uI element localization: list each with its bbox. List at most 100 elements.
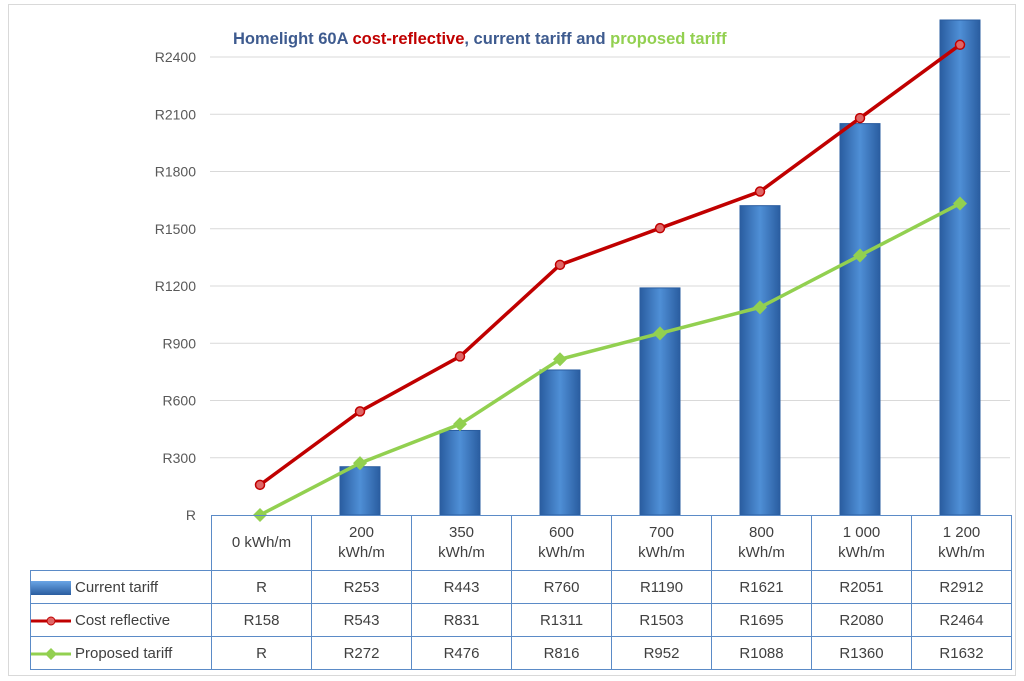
legend-key-icon	[31, 647, 71, 661]
bar-current-tariff	[739, 205, 781, 516]
category-label-line: 200	[348, 524, 375, 541]
category-label-line: 700	[648, 524, 675, 541]
data-label: R	[211, 636, 312, 670]
category-label-line: 800	[748, 524, 775, 541]
table-row: Cost reflective R158 R543 R831 R1311 R1503 R16…	[30, 603, 1012, 637]
data-label: R1088	[711, 636, 812, 670]
title-part: Homelight 60A	[233, 30, 353, 48]
empty-cell	[30, 515, 212, 571]
legend-label: Current tariff	[75, 578, 159, 596]
y-tick-label: R1500	[155, 221, 196, 237]
point-marker	[853, 248, 867, 263]
category-label: 700 kWh/m	[611, 515, 712, 571]
category-label-line: kWh/m	[938, 544, 985, 561]
y-tick-label: R1800	[155, 164, 196, 180]
bar-current-tariff	[639, 287, 681, 516]
bar-current-tariff	[339, 466, 381, 516]
category-label-line: 350	[448, 524, 475, 541]
data-label: R	[211, 570, 312, 604]
y-tick-label: R	[186, 507, 196, 523]
title-part: proposed tariff	[610, 30, 727, 48]
data-label: R543	[311, 603, 412, 637]
point-marker	[753, 300, 767, 315]
category-label-line: kWh/m	[538, 544, 585, 561]
data-label: R816	[511, 636, 612, 670]
y-tick-label: R300	[163, 450, 197, 466]
table-header-row: 0 kWh/m 200 kWh/m 350 kWh/m 600 kWh/m 700 kWh/m 8…	[30, 515, 1012, 571]
data-label: R158	[211, 603, 312, 637]
data-label: R1311	[511, 603, 612, 637]
data-table: 0 kWh/m 200 kWh/m 350 kWh/m 600 kWh/m 700 kWh/m 8…	[30, 515, 1012, 670]
data-label: R1632	[911, 636, 1012, 670]
category-label-line: kWh/m	[738, 544, 785, 561]
category-label: 1 000 kWh/m	[811, 515, 912, 571]
category-label: 350 kWh/m	[411, 515, 512, 571]
legend-label: Cost reflective	[75, 611, 171, 629]
data-label: R2080	[811, 603, 912, 637]
category-label-line: 1 000	[842, 524, 881, 541]
point-marker	[953, 196, 967, 211]
legend-entry: Cost reflective	[30, 603, 212, 637]
data-label: R1190	[611, 570, 712, 604]
category-label: 600 kWh/m	[511, 515, 612, 571]
point-marker	[354, 406, 366, 417]
category-label: 200 kWh/m	[311, 515, 412, 571]
legend-entry: Current tariff	[30, 570, 212, 604]
category-label-line: 0 kWh/m	[231, 534, 292, 551]
point-marker	[854, 112, 866, 124]
category-label-line: kWh/m	[338, 544, 385, 561]
point-marker	[654, 222, 666, 234]
point-marker	[754, 186, 766, 197]
table-row: Proposed tariff R R272 R476 R816 R952 R1088 R13…	[30, 636, 1012, 670]
bar-current-tariff	[439, 429, 481, 516]
data-label: R272	[311, 636, 412, 670]
category-label: 0 kWh/m	[211, 515, 312, 571]
category-label-line: kWh/m	[838, 544, 885, 561]
point-marker	[554, 259, 566, 271]
data-label: R1503	[611, 603, 712, 637]
data-label: R1360	[811, 636, 912, 670]
y-tick-label: R600	[163, 393, 197, 409]
point-marker	[454, 351, 466, 362]
category-label: 1 200 kWh/m	[911, 515, 1012, 571]
bar-current-tariff	[939, 19, 981, 516]
chart-title: Homelight 60A cost-reflective, current t…	[233, 30, 727, 49]
line-proposed-tariff	[259, 202, 961, 517]
data-label: R443	[411, 570, 512, 604]
point-marker	[553, 352, 567, 367]
category-label-line: 600	[548, 524, 575, 541]
data-label: R253	[311, 570, 412, 604]
data-label: R952	[611, 636, 712, 670]
bar-current-tariff	[539, 369, 581, 516]
title-part: cost-reflective	[352, 30, 465, 48]
data-label: R2912	[911, 570, 1012, 604]
bar-current-tariff	[839, 123, 881, 516]
y-tick-label: R1200	[155, 278, 196, 294]
point-marker	[353, 456, 367, 471]
line-cost-reflective	[258, 43, 962, 487]
table-row: Current tariff R R253 R443 R760 R1190 R1621 R20…	[30, 570, 1012, 604]
legend-key-icon	[31, 580, 71, 595]
data-label: R1621	[711, 570, 812, 604]
chart-frame	[8, 4, 1016, 676]
point-marker	[653, 326, 667, 341]
data-label: R831	[411, 603, 512, 637]
data-label: R2051	[811, 570, 912, 604]
point-marker	[254, 479, 266, 491]
legend-key-icon	[31, 614, 71, 628]
data-label: R476	[411, 636, 512, 670]
data-label: R2464	[911, 603, 1012, 637]
y-tick-label: R2400	[155, 49, 196, 65]
legend-entry: Proposed tariff	[30, 636, 212, 670]
legend-label: Proposed tariff	[75, 644, 173, 662]
category-label-line: 1 200	[942, 524, 981, 541]
point-marker	[453, 417, 467, 432]
y-tick-label: R2100	[155, 106, 196, 122]
data-label: R1695	[711, 603, 812, 637]
title-part: , current tariff and	[464, 30, 611, 48]
category-label-line: kWh/m	[638, 544, 685, 561]
y-tick-label: R900	[163, 335, 197, 351]
category-label-line: kWh/m	[438, 544, 485, 561]
